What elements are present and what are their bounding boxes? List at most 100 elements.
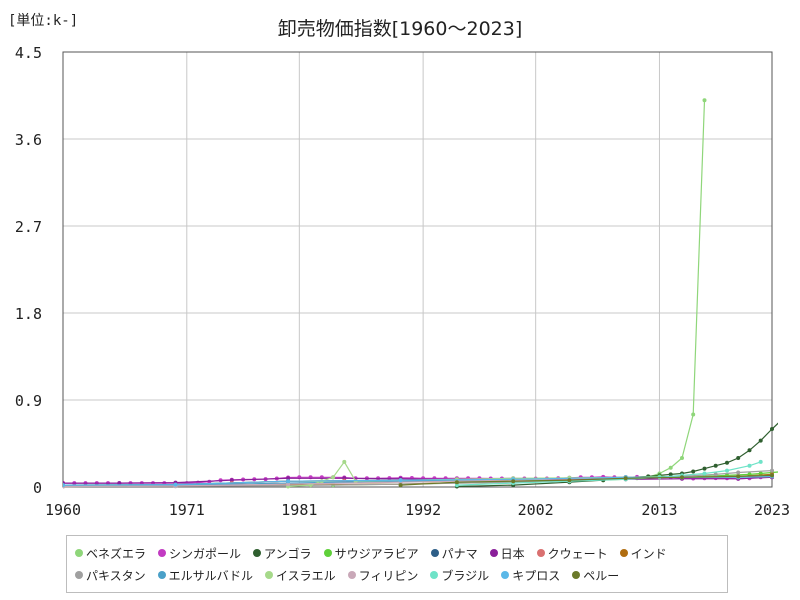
- x-tick-label: 1960: [45, 501, 81, 519]
- data-point: [725, 460, 729, 465]
- data-point: [713, 463, 718, 468]
- legend-marker: [501, 571, 510, 579]
- legend-item: キプロス: [501, 567, 560, 584]
- x-tick-label: 1971: [169, 501, 205, 519]
- legend-marker: [619, 549, 628, 557]
- series-line: [333, 100, 706, 486]
- data-point: [736, 456, 741, 460]
- data-point: [680, 456, 684, 460]
- legend-label: クウェート: [547, 546, 608, 561]
- legend-label: シンガポール: [169, 546, 242, 561]
- legend-marker: [323, 549, 332, 557]
- legend-marker: [75, 549, 83, 557]
- plot-frame: [62, 51, 773, 488]
- legend-item: シンガポール: [158, 545, 241, 562]
- data-point: [117, 481, 122, 486]
- legend-item: サウジアラビア: [323, 545, 419, 562]
- data-point: [173, 482, 178, 487]
- data-point: [668, 472, 673, 477]
- data-point: [286, 476, 291, 481]
- data-point: [454, 483, 459, 488]
- legend-marker: [430, 571, 439, 579]
- legend-item: ブラジル: [430, 567, 489, 584]
- data-point: [702, 471, 707, 476]
- legend-label: フィリピン: [358, 568, 419, 583]
- data-point: [770, 473, 774, 478]
- data-point: [781, 416, 785, 420]
- legend-marker: [158, 549, 167, 557]
- x-tick-label: 2002: [518, 501, 554, 519]
- data-point: [702, 466, 707, 471]
- legend-marker: [536, 549, 545, 557]
- legend-marker: [572, 571, 581, 579]
- data-point: [736, 474, 741, 479]
- legend-marker: [265, 571, 274, 579]
- data-point: [454, 480, 459, 485]
- x-tick-label: 1992: [405, 501, 441, 519]
- data-point: [691, 412, 696, 417]
- data-point: [680, 475, 684, 480]
- legend-label: ベネズエラ: [86, 546, 147, 561]
- x-tick-label: 2013: [641, 501, 677, 519]
- legend-item: イスラエル: [265, 567, 336, 584]
- y-tick-label: 0: [33, 479, 42, 497]
- legend-label: キプロス: [512, 568, 561, 583]
- data-point: [770, 468, 774, 473]
- legend-item: パキスタン: [75, 567, 146, 584]
- legend-item: エルサルバドル: [157, 567, 254, 584]
- legend-item: クウェート: [536, 545, 608, 562]
- chart-title: 卸売物価指数[1960〜2023]: [277, 18, 523, 40]
- series-line: [456, 461, 761, 486]
- y-tick-label: 1.8: [15, 305, 42, 323]
- y-tick-label: 4.5: [15, 44, 42, 62]
- data-point: [781, 470, 785, 474]
- data-point: [725, 468, 729, 473]
- data-point: [511, 479, 516, 484]
- data-point: [758, 459, 763, 464]
- legend-label: アンゴラ: [264, 546, 312, 561]
- data-point: [702, 98, 707, 103]
- legend-marker: [347, 571, 356, 579]
- series-line: [400, 474, 773, 486]
- legend-label: ペルー: [583, 568, 620, 583]
- unit-label: [単位:k-]: [8, 13, 79, 29]
- data-point: [286, 479, 291, 484]
- legend-label: エルサルバドル: [168, 568, 254, 583]
- data-point: [713, 472, 718, 477]
- series-line: [63, 476, 773, 484]
- legend-item: ペルー: [572, 567, 619, 584]
- data-point: [736, 470, 741, 475]
- legend: ベネズエラ シンガポール アンゴラ サウジアラビア パナマ 日本 クウェート インド パキスタ…: [66, 535, 728, 593]
- data-point: [398, 478, 403, 483]
- legend-item: インド: [619, 545, 667, 562]
- legend-row: パキスタン エルサルバドル イスラエル フィリピン ブラジル キプロス ペルー: [67, 564, 727, 586]
- legend-label: パキスタン: [86, 568, 146, 583]
- legend-marker: [253, 549, 262, 557]
- y-tick-label: 0.9: [15, 392, 42, 410]
- legend-item: 日本: [489, 545, 525, 562]
- legend-item: フィリピン: [347, 567, 419, 584]
- data-point: [747, 463, 752, 468]
- legend-label: インド: [630, 546, 667, 561]
- legend-item: ベネズエラ: [75, 545, 146, 562]
- data-point: [770, 427, 774, 431]
- data-point: [691, 469, 696, 474]
- data-point: [398, 483, 403, 488]
- data-point: [567, 478, 572, 483]
- x-tick-label: 1981: [281, 501, 317, 519]
- data-point: [342, 459, 347, 464]
- legend-label: パナマ: [441, 546, 478, 561]
- legend-row: ベネズエラ シンガポール アンゴラ サウジアラビア パナマ 日本 クウェート インド: [67, 542, 727, 564]
- y-tick-label: 2.7: [15, 218, 42, 236]
- data-point: [331, 475, 336, 480]
- x-tick-label: 2023: [754, 501, 790, 519]
- legend-marker: [489, 549, 498, 557]
- data-point: [623, 476, 628, 481]
- legend-label: 日本: [500, 546, 525, 561]
- data-point: [63, 483, 65, 488]
- legend-label: イスラエル: [276, 568, 336, 583]
- y-tick-label: 3.6: [15, 131, 42, 149]
- data-point: [286, 482, 291, 487]
- legend-item: パナマ: [430, 545, 478, 562]
